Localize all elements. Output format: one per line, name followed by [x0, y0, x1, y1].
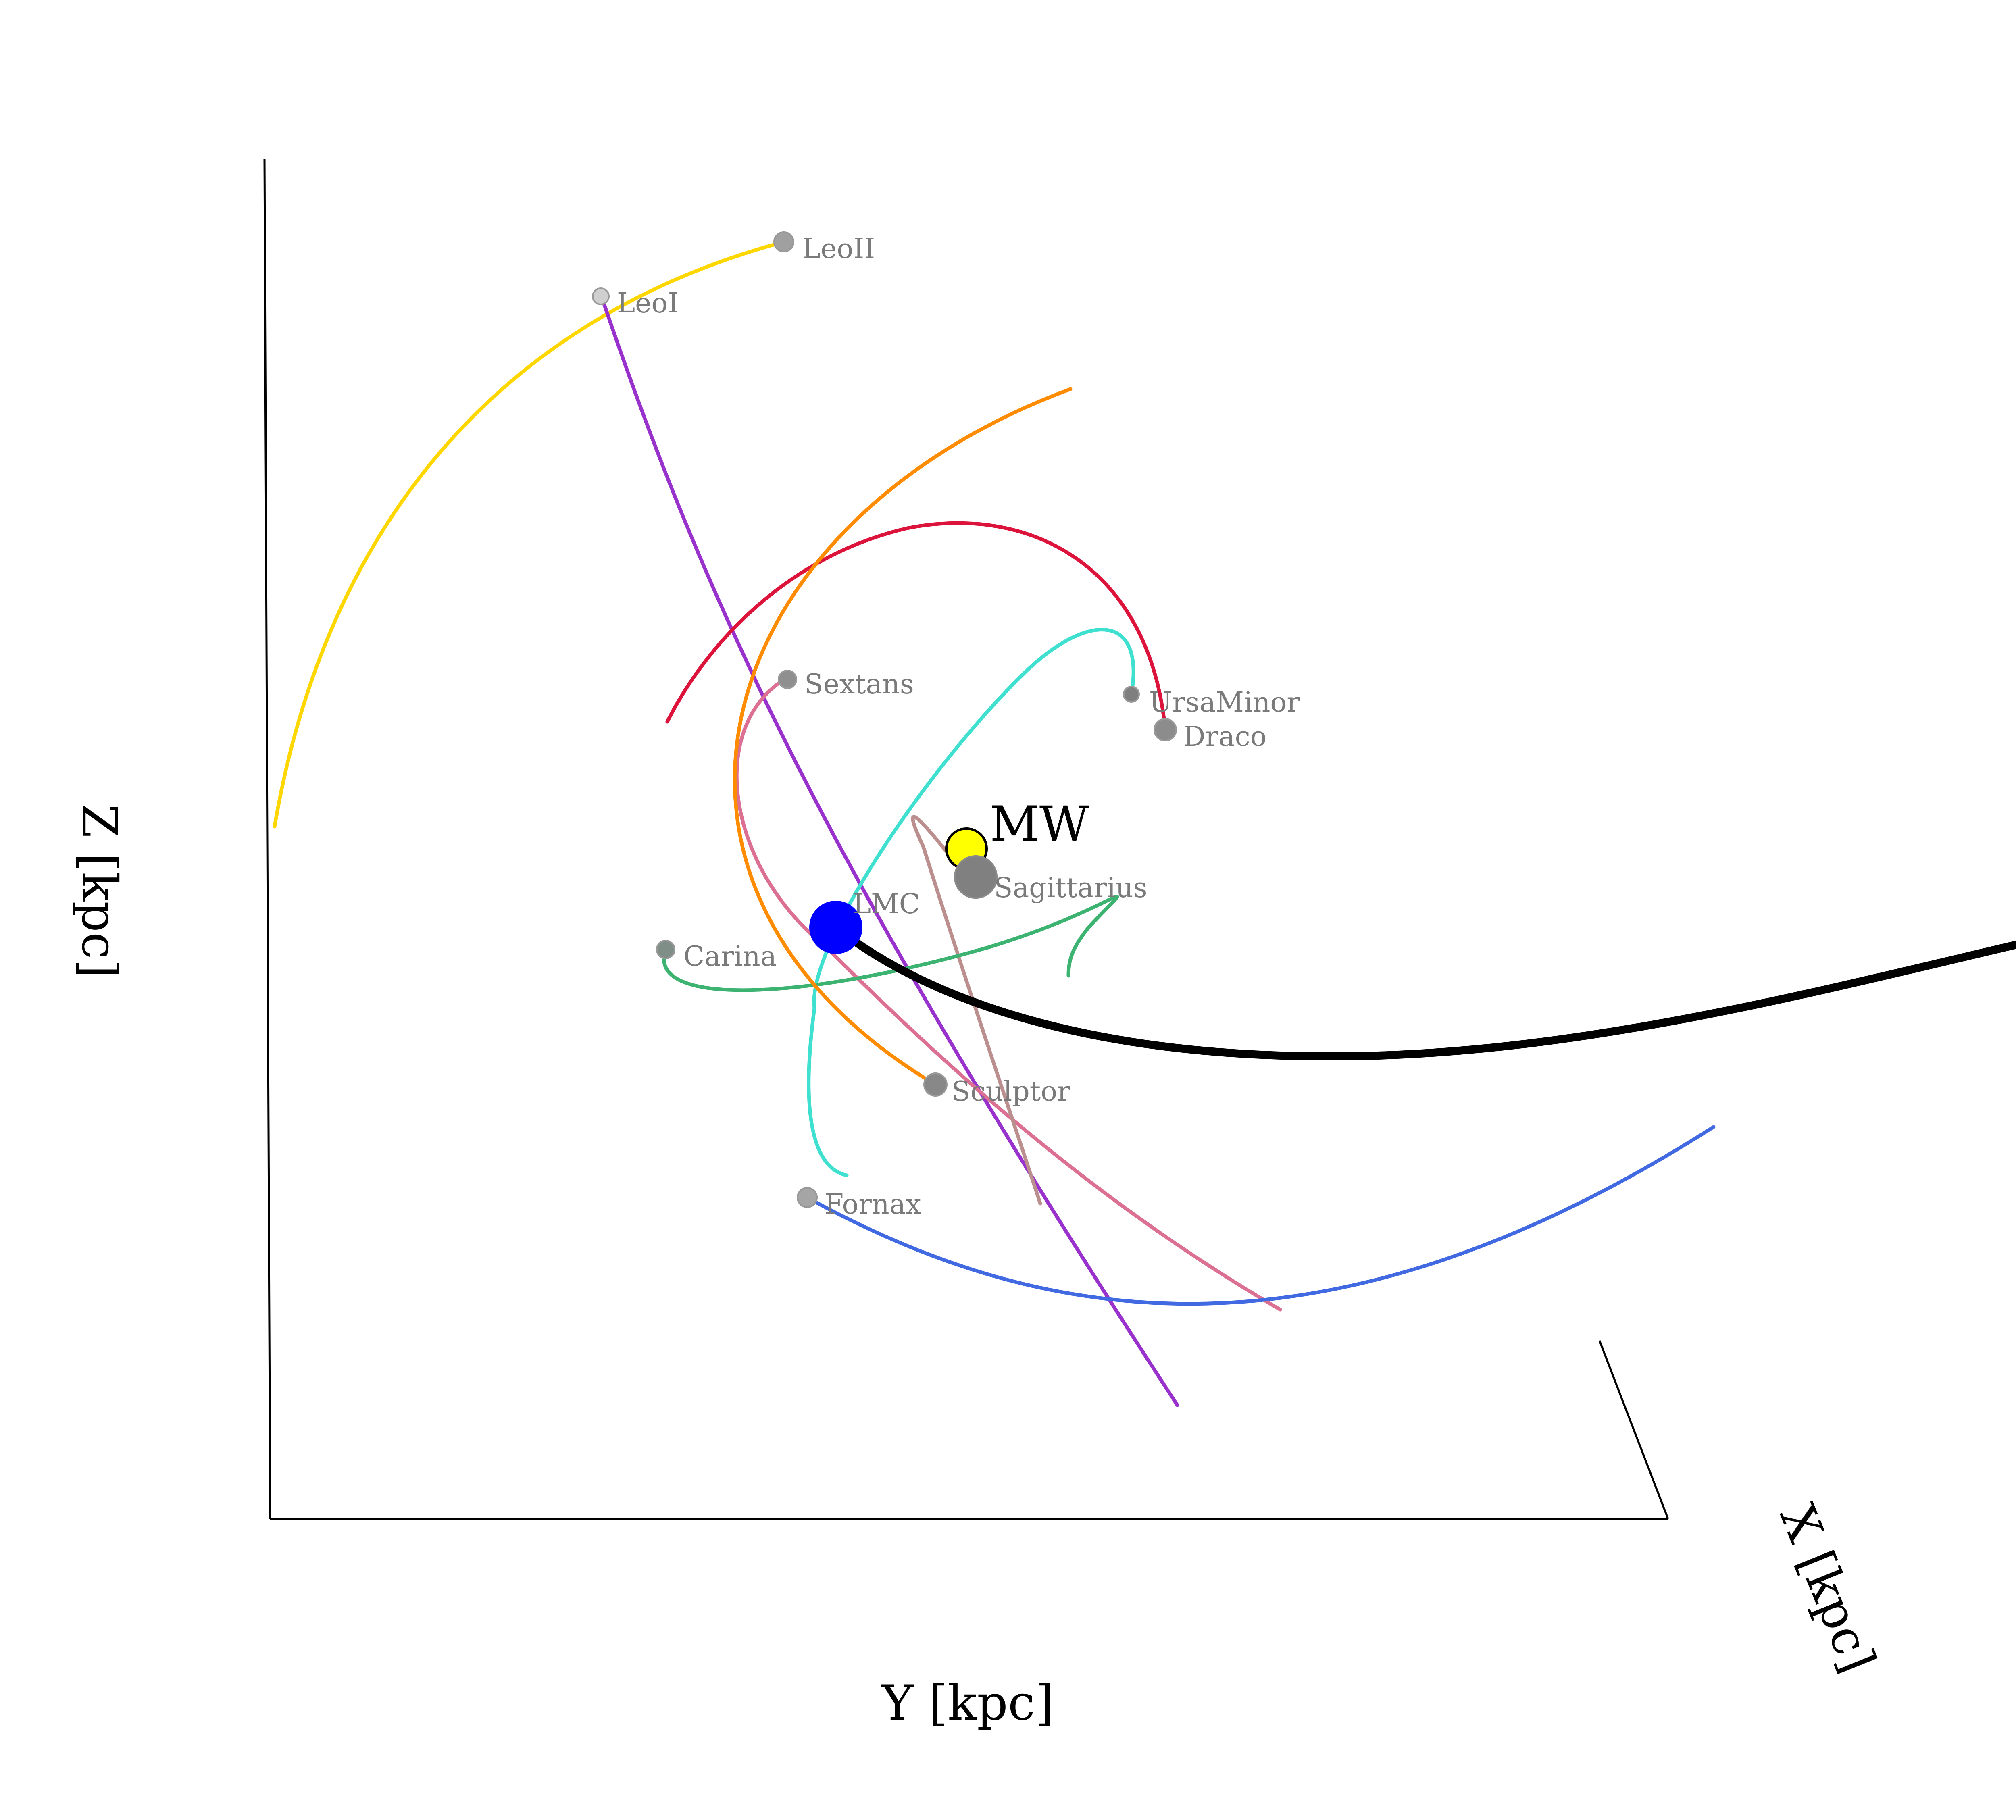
- marker-fornax: [797, 1187, 818, 1208]
- marker-ursaminor: [1123, 686, 1140, 703]
- orbit-leoii: [273, 240, 786, 829]
- label-sculptor: Sculptor: [952, 1076, 1070, 1108]
- x-axis-line: [1598, 1340, 1669, 1519]
- orbit-sculptor: [733, 387, 1073, 1087]
- label-carina: Carina: [683, 941, 777, 972]
- label-ursaminor: UrsaMinor: [1149, 687, 1300, 718]
- axes-frame: [263, 159, 1669, 1520]
- label-sagittarius: Sagittarius: [994, 872, 1148, 904]
- marker-leoi: [592, 287, 610, 305]
- y-axis-label: Y [kpc]: [881, 1675, 1054, 1731]
- orbit-lmc: [833, 924, 2016, 1061]
- label-leoii: LeoII: [802, 233, 875, 265]
- label-mw: MW: [990, 796, 1089, 852]
- orbit-carina: [662, 895, 1119, 992]
- label-fornax: Fornax: [825, 1189, 921, 1220]
- marker-sagittarius-overlay: [954, 855, 998, 899]
- orbit-paths: [273, 240, 1716, 1407]
- z-axis-line: [263, 159, 271, 1519]
- label-leoi: LeoI: [617, 287, 679, 319]
- orbit-ursaminor: [807, 628, 1135, 1177]
- satellite-markers: [592, 231, 1177, 1208]
- orbit-draco: [665, 521, 1167, 732]
- marker-sextans: [778, 670, 797, 689]
- x-axis-label: X [kpc]: [1769, 1497, 1886, 1680]
- marker-leoii: [773, 231, 794, 252]
- orbit-fornax: [805, 1125, 1716, 1306]
- orbit-sextans: [735, 675, 1282, 1312]
- orbit-sagittarius: [911, 815, 1042, 1206]
- marker-draco: [1154, 718, 1177, 741]
- marker-lmc: [809, 901, 862, 954]
- label-draco: Draco: [1183, 721, 1267, 753]
- label-lmc: LMC: [853, 888, 920, 920]
- lmc-orbit: [833, 924, 2016, 1061]
- marker-sculptor: [923, 1072, 948, 1097]
- marker-carina: [656, 940, 675, 959]
- z-axis-label: Z [kpc]: [71, 804, 127, 978]
- label-sextans: Sextans: [804, 668, 914, 700]
